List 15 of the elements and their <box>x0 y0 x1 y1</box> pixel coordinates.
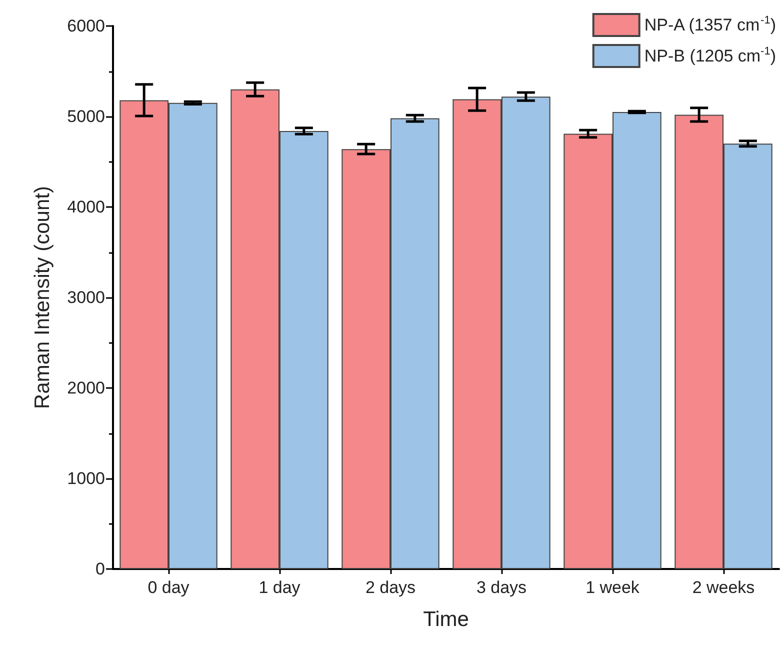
y-tick-label: 6000 <box>67 16 105 36</box>
y-axis-title: Raman Intensity (count) <box>31 186 54 409</box>
x-tick-label: 2 weeks <box>692 578 755 597</box>
y-tick-label: 0 <box>96 560 105 578</box>
y-tick-label: 1000 <box>67 469 105 488</box>
x-tick-label: 1 week <box>586 578 640 597</box>
y-tick-label: 3000 <box>67 288 105 307</box>
y-tick-label: 4000 <box>67 198 105 216</box>
x-axis-title: Time <box>423 608 469 631</box>
x-tick-label: 0 day <box>148 578 190 597</box>
x-tick-label: 2 days <box>365 578 416 597</box>
y-tick-label: 2000 <box>67 378 105 398</box>
y-tick-label: 5000 <box>67 107 105 126</box>
x-tick-label: 1 day <box>258 578 301 597</box>
x-tick-label: 3 days <box>476 578 527 597</box>
